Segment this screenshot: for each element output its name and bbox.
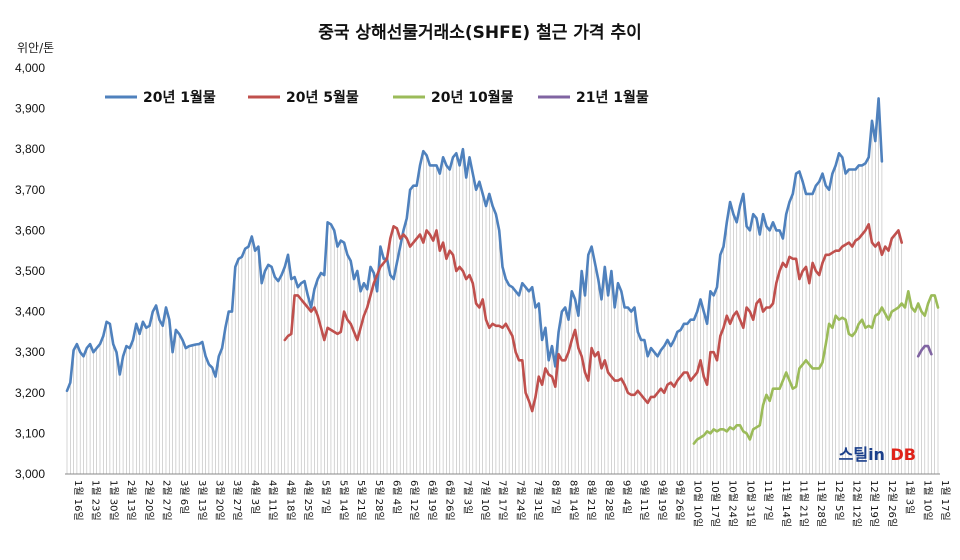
legend-label: 20년 1월물 [143,89,216,106]
y-axis: 3,000 3,100 3,200 3,300 3,400 3,500 3,600 3,700… [15,61,45,481]
x-tick-label: 1월 16일 [72,480,84,521]
x-tick-label: 2월 20일 [143,480,155,521]
x-tick-label: 12월 19일 [868,480,880,527]
y-tick-label: 3,500 [15,264,45,278]
y-tick-label: 3,200 [15,386,45,400]
legend-label: 21년 1월물 [576,89,649,106]
chart-title: 중국 상해선물거래소(SHFE) 철근 가격 추이 [318,23,642,43]
x-tick-label: 5월 21일 [355,480,367,521]
y-tick-label: 3,900 [15,102,45,116]
x-tick-label: 8월 21일 [585,480,597,521]
x-tick-label: 8월 14일 [567,480,579,521]
x-tick-label: 4월 18일 [284,480,296,521]
x-tick-label: 2월 13일 [125,480,137,521]
x-tick-label: 6월 26일 [444,480,456,521]
x-tick-label: 4월 11일 [267,480,279,521]
series-line [65,97,884,393]
x-tick-label: 7월 3일 [461,480,473,514]
x-tick-label: 11월 7일 [762,480,774,521]
y-tick-label: 4,000 [15,61,45,75]
x-tick-label: 9월 11일 [638,480,650,521]
x-tick-label: 12월 5일 [833,480,845,521]
x-tick-label: 3월 20일 [214,480,226,521]
x-tick-label: 5월 7일 [320,480,332,514]
x-tick-label: 7월 31일 [532,480,544,521]
series-line [283,223,904,413]
x-tick-label: 3월 6일 [178,480,190,514]
x-tick-label: 5월 14일 [337,480,349,521]
legend-label: 20년 5월물 [286,89,359,106]
x-tick-label: 7월 10일 [479,480,491,521]
x-tick-label: 10월 24일 [727,480,739,527]
x-tick-label: 1월 23일 [90,480,102,521]
x-tick-label: 11월 14일 [780,480,792,527]
x-tick-label: 12월 12일 [851,480,863,527]
x-tick-label: 1월 10일 [921,480,933,521]
legend: 20년 1월물 20년 5월물 20년 10월물 21년 1월물 [105,89,649,106]
x-tick-label: 6월 12일 [408,480,420,521]
x-tick-label: 6월 19일 [426,480,438,521]
x-tick-label: 4월 3일 [249,480,261,514]
x-tick-label: 1월 3일 [904,480,916,514]
x-tick-label: 10월 17일 [709,480,721,527]
unit-label: 위안/톤 [17,41,54,55]
x-tick-label: 10월 31일 [744,480,756,527]
x-tick-label: 3월 27일 [231,480,243,521]
x-tick-label: 4월 25일 [302,480,314,521]
x-axis: 1월 16일 1월 23일 1월 30일 2월 13일 2월 20일 2월 27일 3월 6… [72,480,951,527]
x-tick-label: 10월 10일 [691,480,703,527]
x-tick-label: 12월 26일 [886,480,898,527]
x-tick-label: 11월 21일 [797,480,809,527]
y-tick-label: 3,300 [15,345,45,359]
y-tick-label: 3,400 [15,305,45,319]
x-tick-label: 6월 4일 [391,480,403,514]
series-line [692,289,940,445]
x-tick-label: 2월 27일 [161,480,173,521]
x-tick-label: 7월 17일 [497,480,509,521]
series-line [916,344,933,358]
watermark-part1: 스틸in [839,445,885,464]
x-tick-label: 9월 4일 [621,480,633,514]
y-tick-label: 3,100 [15,426,45,440]
watermark-logo: 스틸in DB [839,445,916,464]
y-tick-label: 3,800 [15,142,45,156]
drop-lines [66,98,939,474]
y-tick-label: 3,600 [15,223,45,237]
x-tick-label: 8월 28일 [603,480,615,521]
x-tick-label: 8월 7일 [550,480,562,514]
series-lines [65,97,940,445]
legend-label: 20년 10월물 [431,89,514,106]
x-tick-label: 9월 19일 [656,480,668,521]
y-tick-label: 3,700 [15,183,45,197]
x-tick-label: 9월 26일 [674,480,686,521]
x-tick-label: 3월 13일 [196,480,208,521]
x-tick-label: 11월 28일 [815,480,827,527]
x-tick-label: 7월 24일 [514,480,526,521]
x-tick-label: 5월 28일 [373,480,385,521]
watermark-part2: DB [885,445,916,464]
x-tick-label: 1월 17일 [939,480,951,521]
y-tick-label: 3,000 [15,467,45,481]
x-tick-label: 1월 30일 [107,480,119,521]
